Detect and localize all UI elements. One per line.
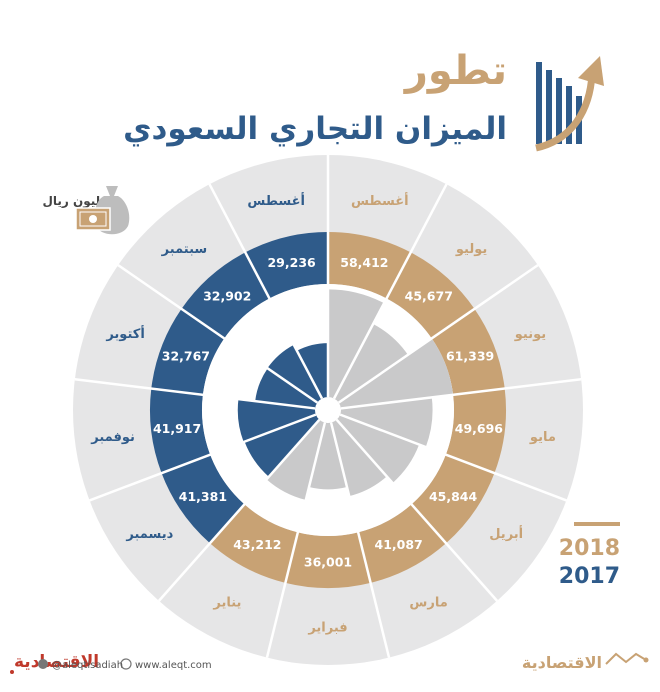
value-label: 32,767 bbox=[162, 349, 210, 364]
month-label: فبراير bbox=[307, 621, 347, 636]
month-labels: أغسطس يوليو يونيو مايو أبريل مارس فبراير يناير د… bbox=[90, 192, 556, 636]
divider bbox=[89, 413, 317, 502]
month-label: أكتوبر bbox=[105, 325, 144, 342]
value-label: 61,339 bbox=[446, 349, 494, 364]
value-label: 29,236 bbox=[267, 255, 316, 270]
divider bbox=[157, 418, 321, 602]
inner-bar bbox=[336, 414, 420, 483]
value-segment bbox=[431, 308, 505, 395]
value-segment bbox=[161, 454, 245, 544]
inner-bar bbox=[340, 397, 433, 448]
value-segment bbox=[328, 232, 411, 299]
footer-trend-icon bbox=[605, 652, 647, 665]
value-segment bbox=[151, 308, 225, 395]
value-label: 41,917 bbox=[153, 421, 201, 436]
inner-bar bbox=[244, 414, 320, 477]
value-label: 49,696 bbox=[455, 421, 504, 436]
value-segment bbox=[209, 504, 298, 583]
month-label: نوفمبر bbox=[90, 430, 135, 445]
month-label: مارس bbox=[409, 596, 447, 611]
divider bbox=[208, 183, 324, 400]
inner-bar bbox=[338, 338, 454, 409]
footer-handle: @aleqtisadiah bbox=[52, 660, 123, 671]
footer: الاقتصادية @aleqtisadiah www.aleqt.com ا… bbox=[10, 652, 649, 674]
value-label: 58,412 bbox=[340, 255, 388, 270]
value-segment bbox=[358, 504, 447, 583]
month-label: أغسطس bbox=[351, 192, 409, 209]
value-label: 41,381 bbox=[179, 489, 227, 504]
divider bbox=[332, 183, 448, 400]
month-label: سبتمبر bbox=[161, 242, 208, 257]
legend-2017: 2017 bbox=[559, 564, 620, 589]
inner-bar bbox=[255, 368, 318, 409]
money-bag-icon bbox=[75, 186, 130, 235]
inner-bar bbox=[296, 343, 328, 399]
title-line-1: تطور bbox=[403, 48, 507, 94]
legend-2018: 2018 bbox=[559, 536, 620, 561]
divider bbox=[265, 422, 327, 658]
title-line-2: الميزان التجاري السعودي bbox=[123, 111, 507, 147]
month-label: أغسطس bbox=[247, 192, 305, 209]
value-label: 45,677 bbox=[405, 289, 453, 304]
inner-bar bbox=[267, 344, 322, 403]
value-labels: 58,412 45,677 61,339 49,696 45,844 41,087 36,0… bbox=[153, 255, 503, 570]
legend-bar bbox=[574, 522, 620, 526]
divider bbox=[340, 378, 582, 410]
trend-bars-icon bbox=[535, 56, 604, 152]
month-label: يونيو bbox=[514, 327, 546, 342]
divider bbox=[339, 413, 567, 502]
footer-website: www.aleqt.com bbox=[135, 660, 212, 671]
footer-logo: الاقتصادية bbox=[14, 652, 99, 672]
divider bbox=[329, 422, 391, 658]
month-label: ديسمبر bbox=[125, 527, 173, 542]
value-label: 41,087 bbox=[375, 537, 423, 552]
value-label: 43,212 bbox=[233, 537, 281, 552]
social-icon bbox=[38, 659, 48, 669]
inner-bar bbox=[237, 399, 316, 442]
chart-center bbox=[317, 399, 339, 421]
value-label: 45,844 bbox=[429, 489, 478, 504]
divider bbox=[74, 378, 316, 410]
inner-bar bbox=[334, 323, 408, 403]
value-segment bbox=[150, 388, 211, 474]
value-segment bbox=[181, 252, 270, 339]
inner-bar bbox=[309, 422, 347, 490]
value-label: 36,001 bbox=[304, 555, 352, 570]
value-label: 32,902 bbox=[203, 289, 251, 304]
value-segment bbox=[445, 388, 506, 474]
unit-label: مليون ريال bbox=[42, 194, 108, 209]
value-segment bbox=[386, 252, 475, 339]
value-ring bbox=[150, 232, 506, 588]
month-label: يناير bbox=[212, 596, 241, 611]
legend: 2018 2017 bbox=[559, 522, 620, 589]
value-segment bbox=[285, 532, 371, 588]
month-label: أبريل bbox=[489, 525, 523, 542]
divider bbox=[117, 264, 319, 404]
inner-bar bbox=[328, 289, 385, 399]
divider bbox=[337, 264, 539, 404]
month-label: يوليو bbox=[455, 242, 487, 257]
globe-icon bbox=[120, 658, 132, 670]
value-segment bbox=[411, 454, 495, 544]
divider bbox=[335, 418, 499, 602]
value-segment bbox=[245, 232, 328, 299]
footer-brand: الاقتصادية bbox=[522, 653, 602, 672]
month-label: مايو bbox=[529, 430, 556, 445]
sector-dividers bbox=[74, 155, 582, 658]
